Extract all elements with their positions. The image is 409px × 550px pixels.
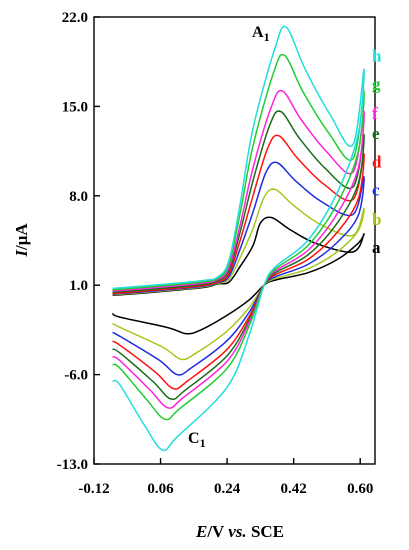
series-curve-f [112, 89, 365, 409]
series-label-c: c [372, 180, 380, 199]
anodic-peak-subscript: 1 [264, 30, 270, 44]
x-tick-labels: -0.12 0.06 0.24 0.42 0.60 [78, 481, 373, 497]
x-axis-title-vs: vs. [228, 522, 246, 541]
y-axis-title: I/μA [12, 223, 31, 258]
y-tick-label: 8.0 [69, 189, 88, 205]
series-label-e: e [372, 124, 380, 143]
axis-ticks [93, 16, 361, 465]
y-tick-label: 22.0 [62, 10, 88, 26]
x-tick-label: 0.24 [214, 481, 241, 497]
x-axis-title-ref: SCE [247, 522, 284, 541]
x-tick-label: 0.42 [281, 481, 307, 497]
y-tick-labels: -13.0 -6.0 1.0 8.0 15.0 22.0 [57, 10, 88, 473]
x-axis-title-unit: /V [206, 522, 228, 541]
series-label-h: h [372, 46, 382, 65]
series-label-g: g [372, 74, 381, 93]
series-label-a: a [372, 238, 381, 257]
series-label-b: b [372, 210, 381, 229]
anodic-peak-label: A1 [252, 24, 270, 44]
y-tick-label: -13.0 [57, 457, 88, 473]
series-curve-e [112, 110, 365, 400]
series-label-f: f [372, 104, 378, 123]
y-tick-label: 1.0 [69, 278, 88, 294]
series-curve-b [112, 188, 365, 361]
series-curve-h [112, 25, 365, 452]
y-tick-label: 15.0 [62, 99, 88, 115]
anodic-peak-letter: A [252, 24, 264, 41]
y-tick-label: -6.0 [64, 368, 88, 384]
cathodic-peak-label: C1 [188, 430, 206, 450]
x-tick-label: 0.60 [347, 481, 373, 497]
x-axis-title: E/V vs. SCE [195, 522, 284, 541]
series-curve-a [112, 216, 365, 335]
x-tick-label: 0.06 [147, 481, 174, 497]
x-axis-title-symbol: E [195, 522, 207, 541]
cathodic-peak-letter: C [188, 430, 200, 447]
series-curves [112, 25, 365, 452]
y-axis-title-unit: /μA [12, 223, 31, 251]
series-curve-c [112, 161, 365, 376]
plot-frame [93, 16, 376, 465]
series-label-d: d [372, 152, 382, 171]
y-axis-title-symbol: I [12, 249, 31, 258]
series-curve-d [112, 134, 365, 390]
x-tick-label: -0.12 [78, 481, 109, 497]
cathodic-peak-subscript: 1 [200, 436, 206, 450]
